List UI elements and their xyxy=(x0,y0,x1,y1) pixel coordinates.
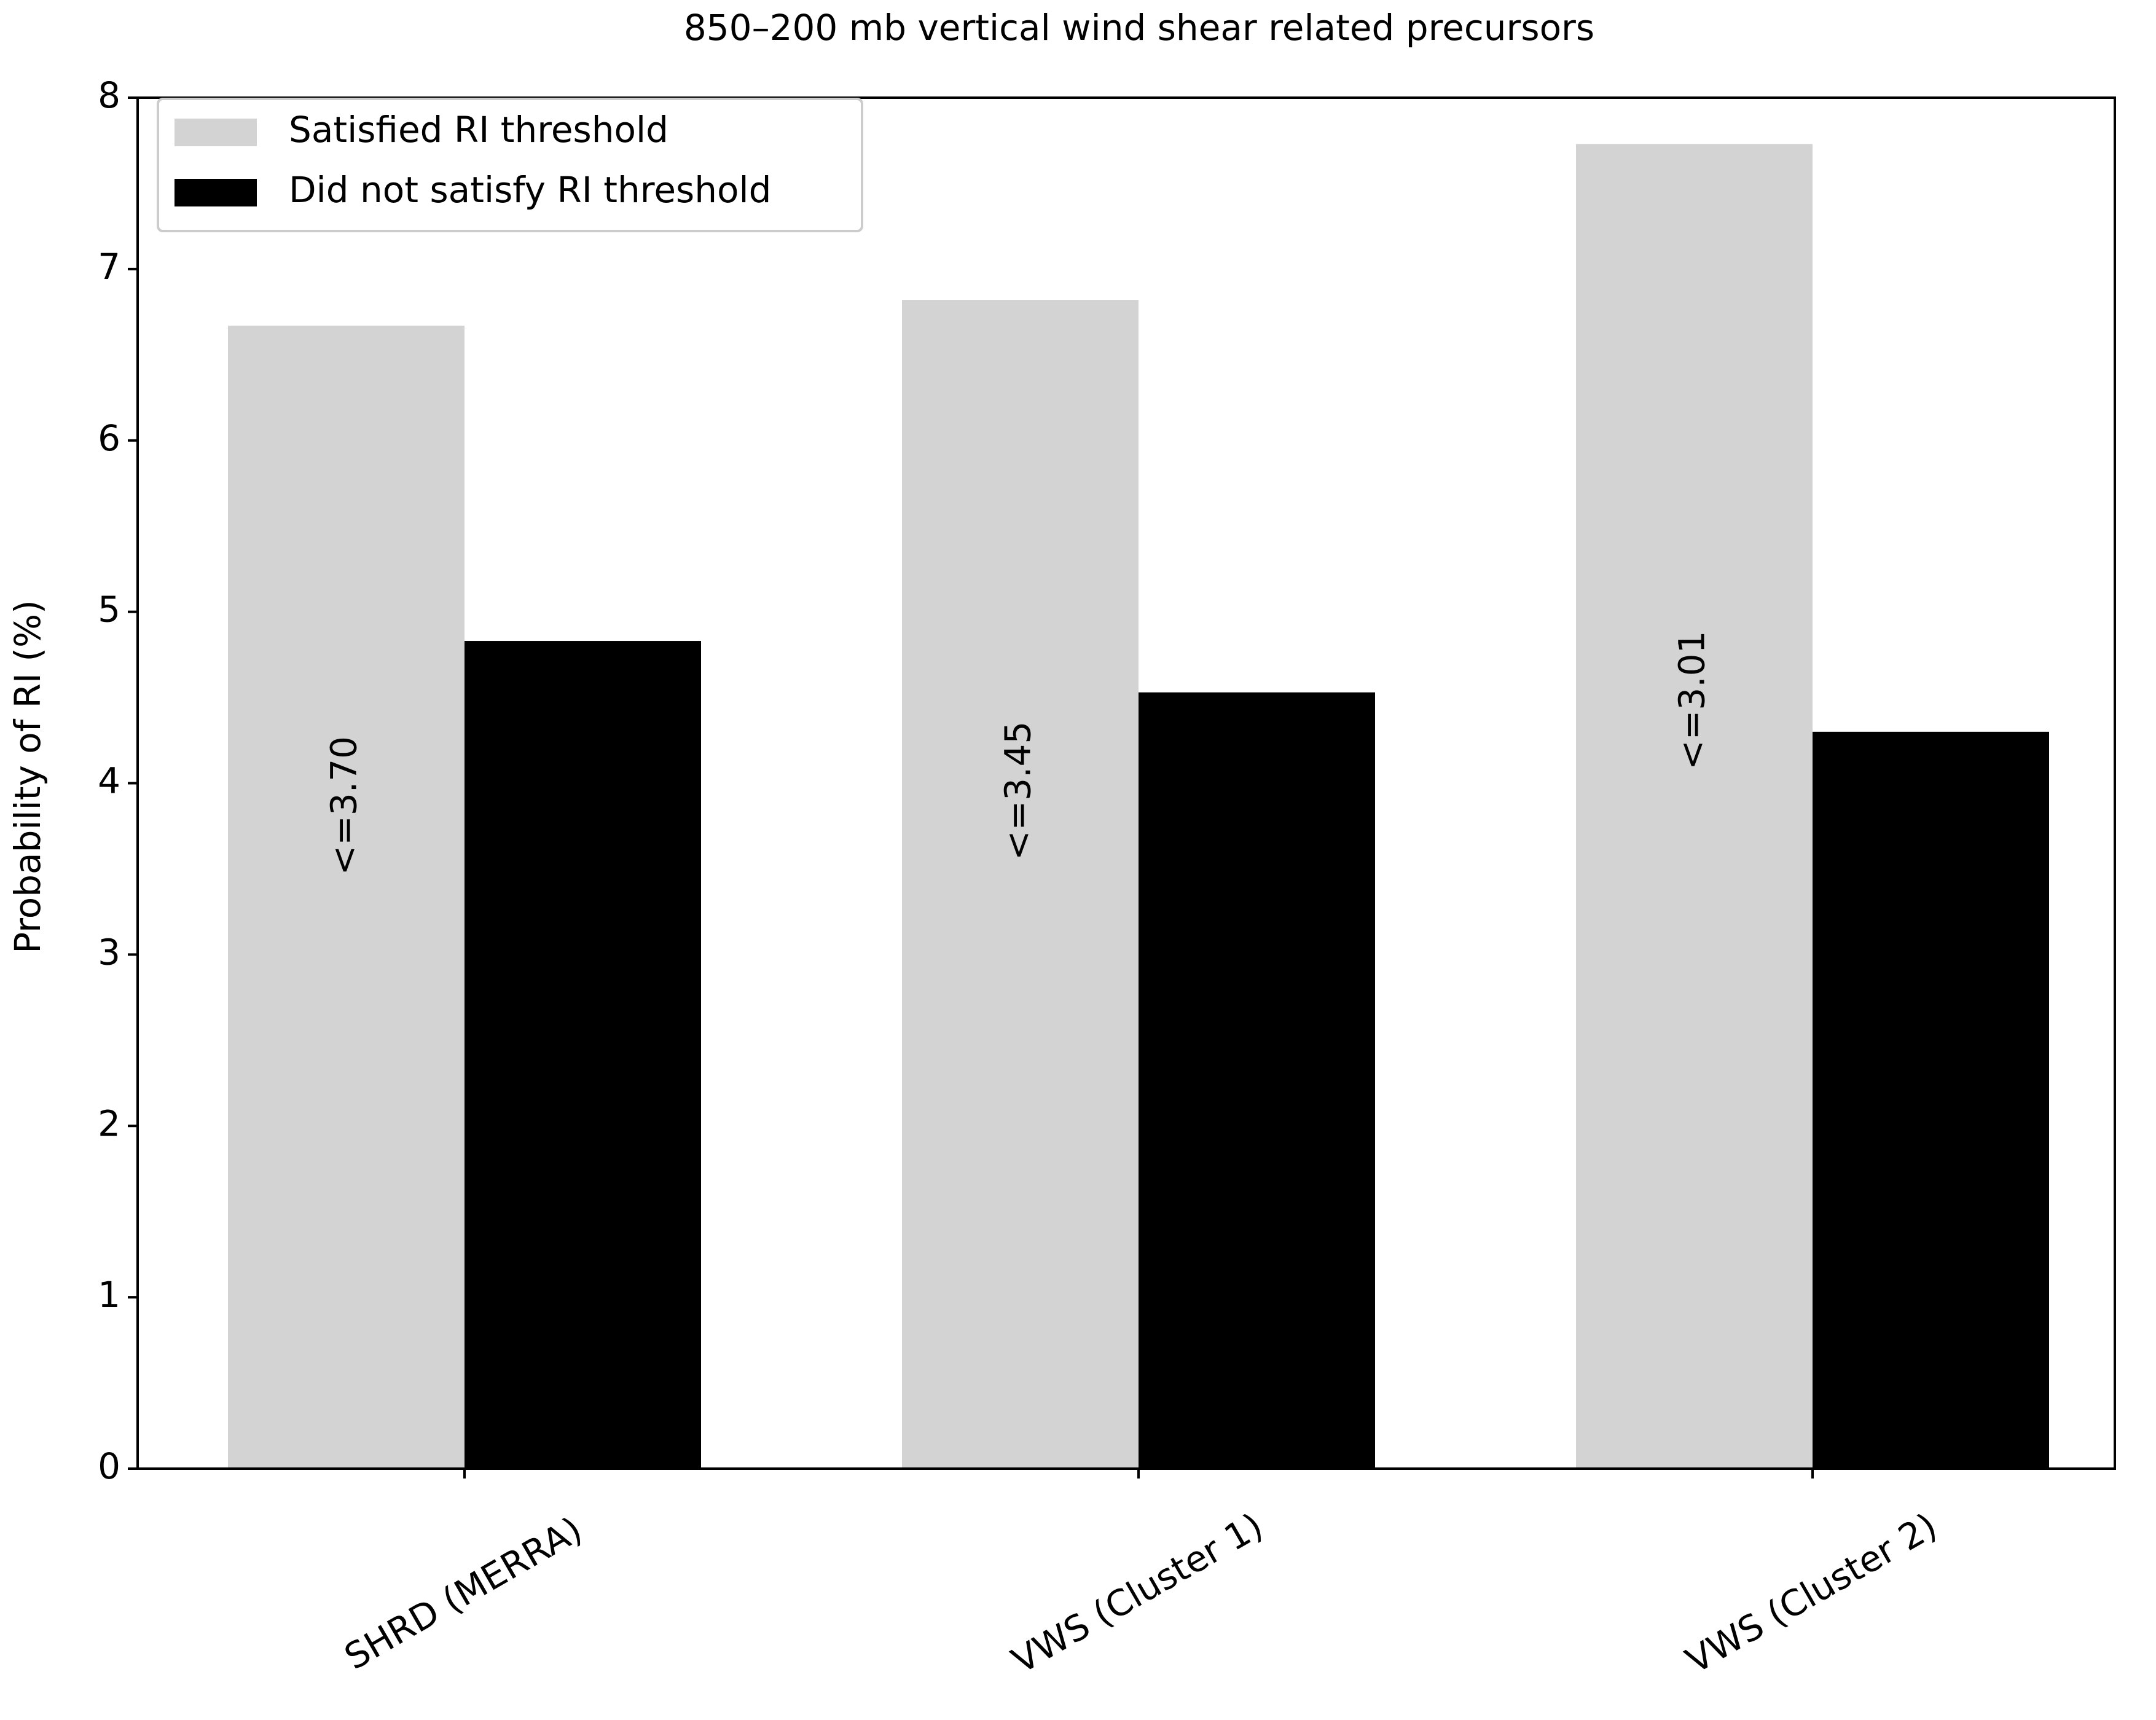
chart-title: 850–200 mb vertical wind shear related p… xyxy=(684,7,1594,49)
y-tick-label: 7 xyxy=(98,246,120,288)
bar xyxy=(228,325,465,1469)
legend-box xyxy=(157,98,863,232)
bar xyxy=(465,641,701,1469)
bar xyxy=(902,300,1139,1469)
legend-swatch xyxy=(174,119,257,146)
y-tick-label: 0 xyxy=(98,1445,120,1487)
y-tick-label: 6 xyxy=(98,417,120,459)
bar xyxy=(1576,144,1813,1469)
legend-label: Satisfied RI threshold xyxy=(289,109,668,151)
y-tick-label: 1 xyxy=(98,1274,120,1316)
annotation: <=3.70 xyxy=(323,736,365,875)
y-tick-label: 5 xyxy=(98,589,120,630)
legend-label: Did not satisfy RI threshold xyxy=(289,169,771,211)
y-axis-label: Probability of RI (%) xyxy=(7,600,49,954)
y-tick-label: 8 xyxy=(98,74,120,116)
y-tick-label: 2 xyxy=(98,1102,120,1144)
y-tick-label: 4 xyxy=(98,760,120,802)
legend-swatch xyxy=(174,179,257,206)
annotation: <=3.01 xyxy=(1671,631,1713,770)
plot-frame xyxy=(136,96,2116,1470)
bar xyxy=(1139,692,1375,1469)
y-tick-label: 3 xyxy=(98,931,120,973)
bar xyxy=(1813,731,2049,1469)
annotation: <=3.45 xyxy=(997,721,1039,860)
